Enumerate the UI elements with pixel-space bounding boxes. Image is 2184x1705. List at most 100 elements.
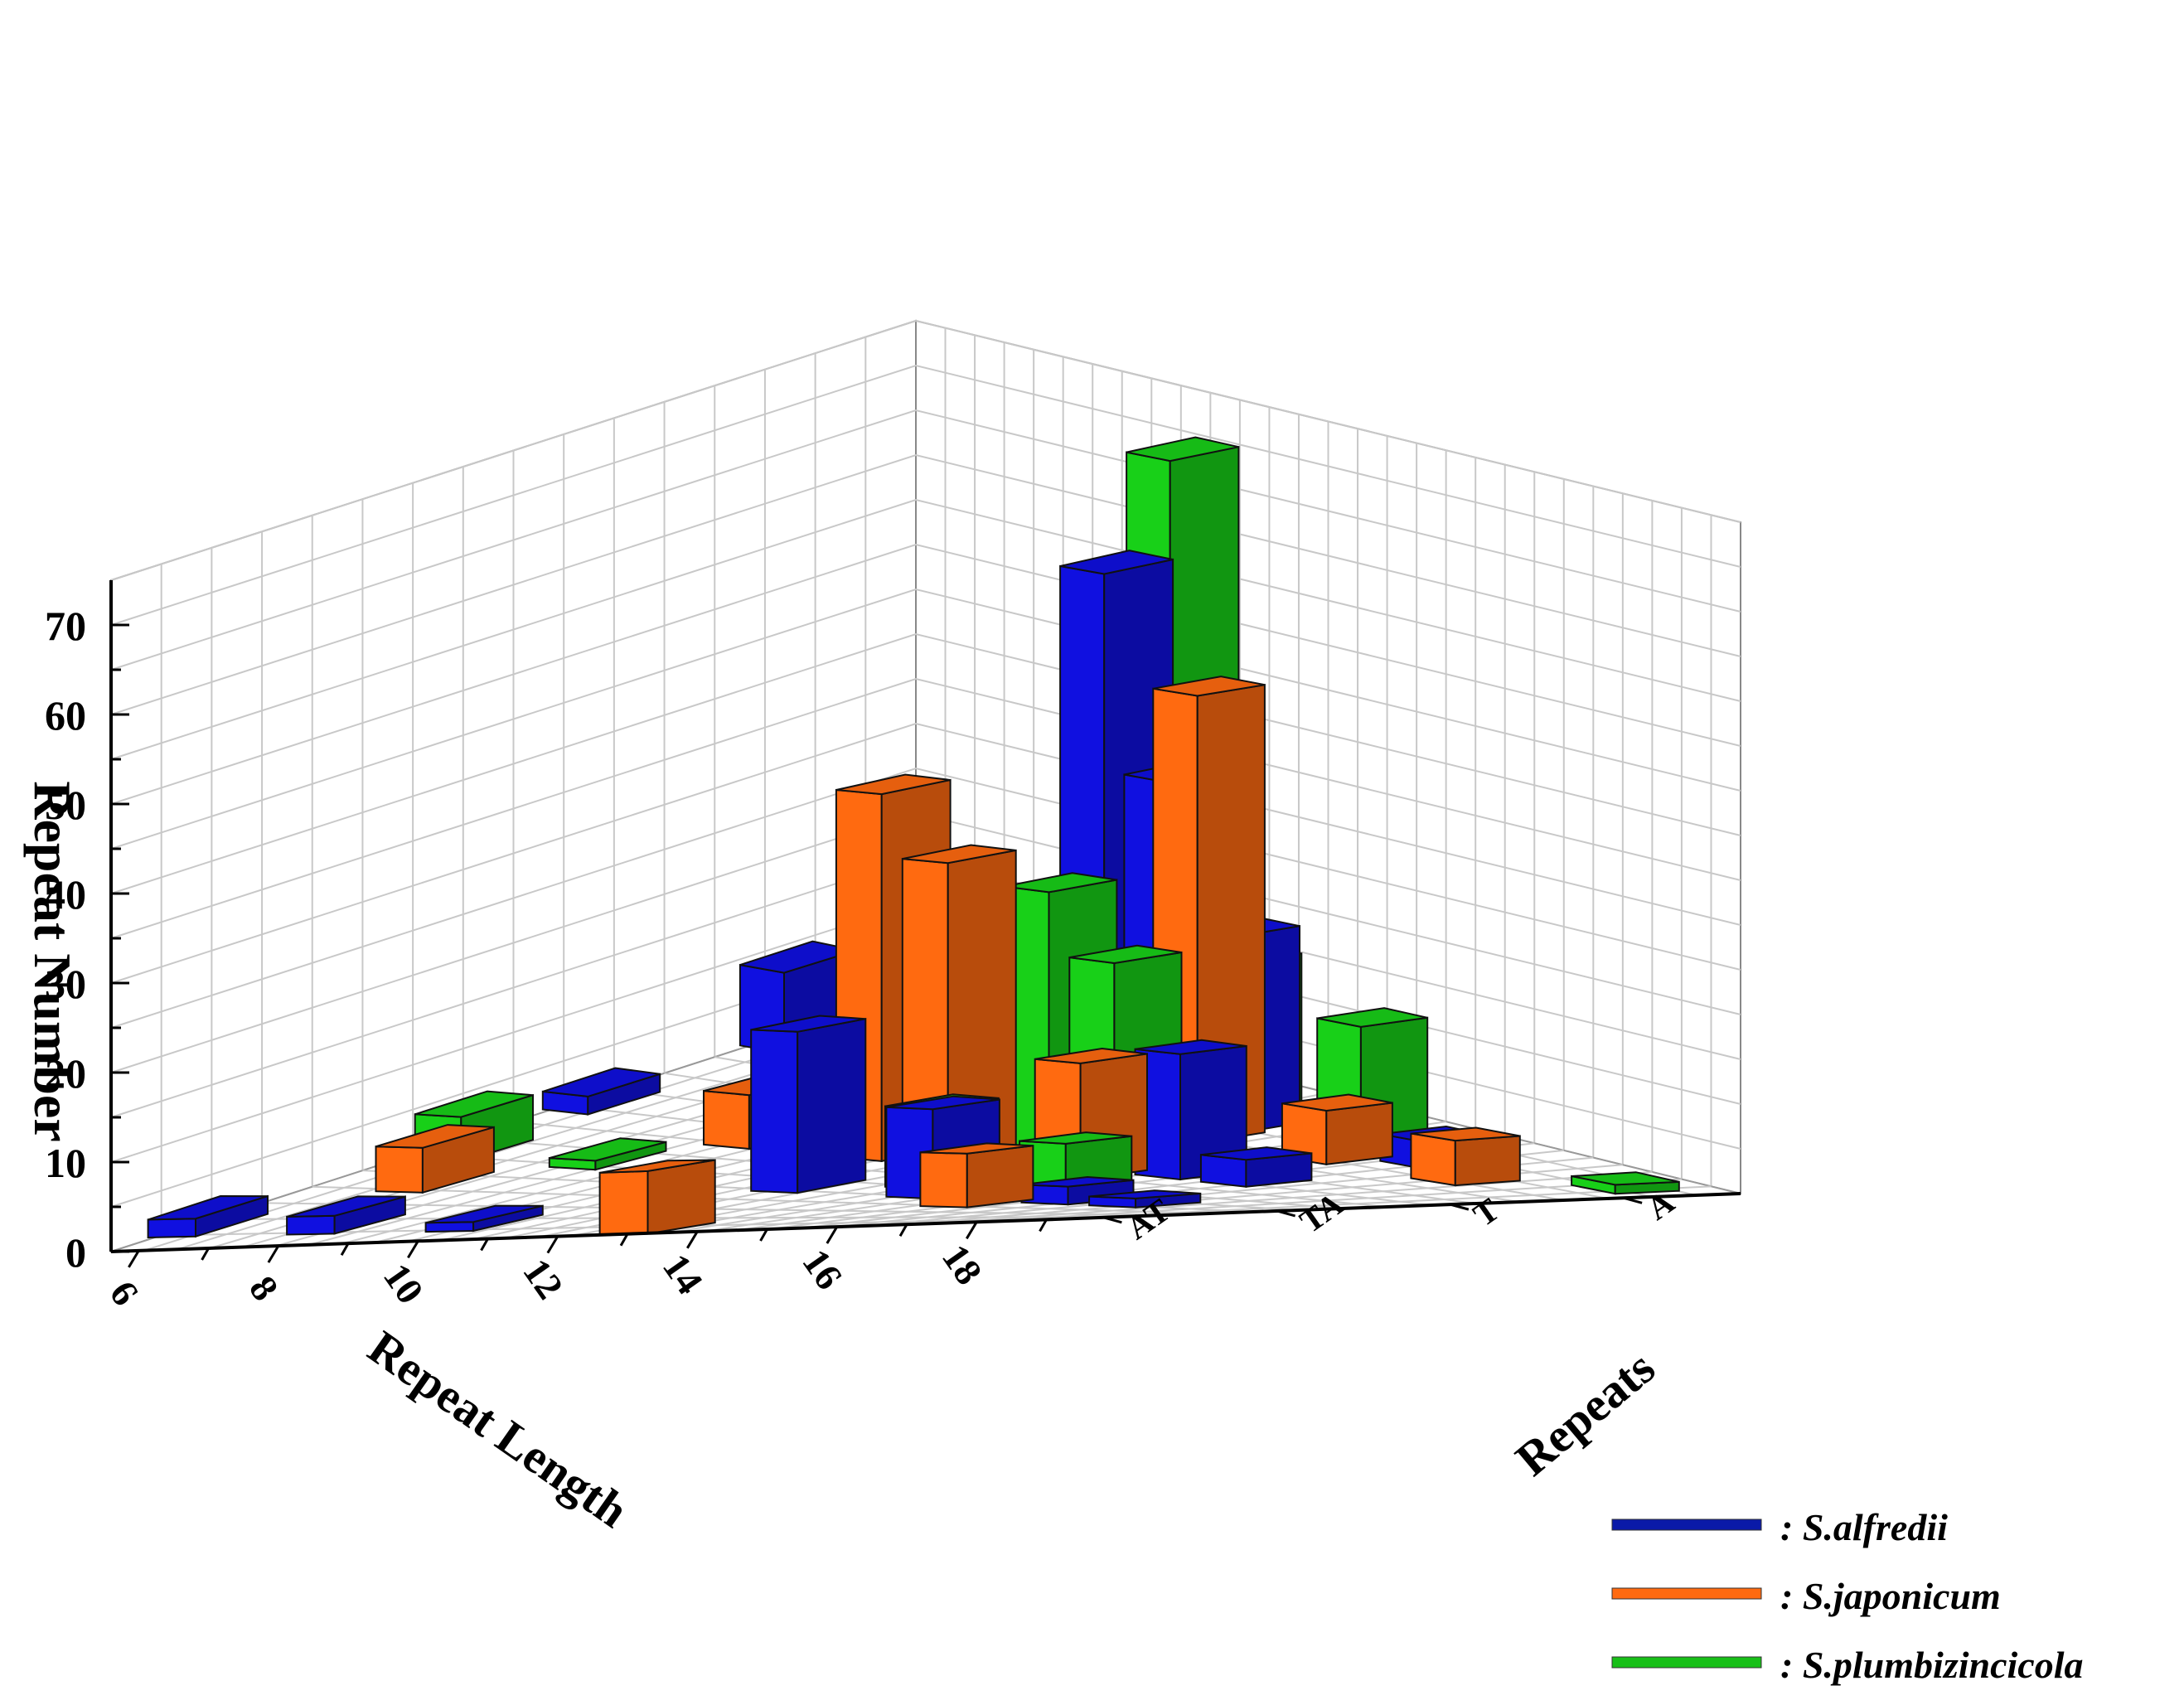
bar-front-face	[703, 1090, 750, 1150]
bar-alfredii	[750, 1015, 867, 1194]
legend-label-plumbizincicola: : S.plumbizincicola	[1780, 1644, 2083, 1686]
y-axis-line	[1032, 1192, 1741, 1222]
x-tick	[686, 1231, 699, 1249]
x-minor-tick	[898, 1223, 908, 1237]
bar-japonicum	[901, 844, 1017, 1169]
bar-top-face	[1281, 1093, 1393, 1112]
bar-front-face	[375, 1146, 424, 1194]
bar-alfredii	[1134, 1039, 1247, 1181]
bar-top-face	[1004, 872, 1117, 894]
x-minor-tick	[619, 1233, 629, 1247]
bar-top-face	[1317, 1007, 1428, 1028]
bar-top-face	[1019, 1131, 1132, 1145]
bar-japonicum	[1410, 1126, 1521, 1187]
bar-top-face	[414, 1090, 534, 1118]
bar-top-face	[1089, 1189, 1201, 1199]
x-tick	[407, 1240, 419, 1259]
bar-top-face	[375, 1124, 495, 1149]
bar-top-face	[549, 1137, 666, 1162]
bar-front-face	[919, 1151, 968, 1209]
y-tick	[1450, 1203, 1470, 1211]
bar-top-face	[1059, 550, 1174, 575]
wall-gridline	[110, 364, 1741, 626]
bar-alfredii	[1199, 1146, 1313, 1188]
bar-top-face	[148, 1194, 269, 1221]
bar-front-face	[1410, 1132, 1456, 1187]
x-minor-tick	[759, 1228, 768, 1242]
x-axis-line	[110, 1218, 1034, 1253]
legend: : S.alfredii : S.japonicum : S.plumbizin…	[1611, 1506, 2083, 1686]
z-tick-label: 60	[45, 692, 86, 739]
bar-side-face	[797, 1017, 867, 1194]
x-tick	[128, 1250, 140, 1268]
x-minor-tick	[1039, 1218, 1048, 1233]
bar-top-face	[920, 1142, 1034, 1155]
y-tick	[1103, 1216, 1122, 1224]
bar-top-face	[835, 773, 951, 796]
wall-gridline	[110, 319, 1741, 581]
bar-top-face	[542, 1067, 661, 1097]
y-axis-title: Repeats	[1505, 1340, 1664, 1486]
bar-top-face	[1153, 676, 1266, 697]
z-tick-label: 70	[45, 603, 86, 649]
bar-side-face	[966, 1145, 1034, 1209]
bar-top-face	[1021, 1175, 1134, 1188]
z-tick-label: 50	[45, 782, 86, 828]
wall-gridline	[110, 588, 1741, 850]
x-tick-label: 16	[794, 1242, 850, 1297]
bar-top-face	[750, 1015, 866, 1033]
bar-top-face	[425, 1204, 544, 1224]
x-tick	[826, 1226, 839, 1244]
bar-top-face	[1069, 944, 1182, 965]
legend-swatch-alfredii	[1611, 1519, 1762, 1531]
bar-japonicum	[1281, 1093, 1393, 1165]
bar-alfredii	[424, 1204, 544, 1233]
bar-japonicum	[375, 1124, 495, 1194]
bars	[147, 436, 1680, 1239]
bar-alfredii	[1088, 1189, 1202, 1209]
x-minor-tick	[480, 1238, 489, 1252]
wall-gridline	[110, 767, 1741, 1029]
x-tick-label: 18	[934, 1237, 990, 1292]
bar-side-face	[646, 1159, 716, 1235]
axes	[109, 580, 1741, 1268]
z-tick-label: 40	[45, 871, 86, 918]
wall-gridline	[110, 677, 1741, 939]
bar-top-face	[286, 1195, 406, 1218]
z-tick-label: 0	[65, 1229, 86, 1276]
bar-top-face	[1126, 436, 1239, 463]
x-axis-title: Repeat Length	[359, 1320, 638, 1538]
bar-top-face	[1411, 1126, 1520, 1142]
bar-top-face	[886, 1095, 1000, 1111]
bar-plumbizincicola	[1571, 1171, 1680, 1195]
legend-swatch-plumbizincicola	[1611, 1656, 1762, 1669]
x-tick	[546, 1235, 559, 1254]
bar-alfredii	[286, 1195, 406, 1236]
x-minor-tick	[201, 1247, 210, 1261]
bar-top-face	[1200, 1146, 1312, 1161]
wall-gridline	[110, 632, 1741, 894]
bar-front-face	[147, 1218, 196, 1239]
z-tick-label: 10	[45, 1140, 86, 1186]
bar-alfredii	[147, 1194, 269, 1239]
x-tick-label: 14	[655, 1246, 711, 1301]
x-tick	[965, 1221, 978, 1240]
x-tick-label: 10	[375, 1256, 432, 1311]
legend-label-alfredii: : S.alfredii	[1780, 1506, 1948, 1548]
z-axis-title: Repeat Number	[23, 781, 82, 1141]
x-minor-tick	[340, 1242, 350, 1256]
bar-alfredii	[541, 1067, 661, 1116]
wall-gridline	[110, 722, 1741, 984]
y-tick	[1276, 1209, 1296, 1218]
bar-japonicum	[598, 1159, 716, 1237]
wall-gridline	[110, 409, 1741, 671]
wall-gridline	[110, 453, 1741, 715]
floor-gridline	[312, 1185, 1210, 1214]
bar-top-face	[1034, 1047, 1148, 1064]
y-tick	[1623, 1196, 1643, 1204]
x-tick-label: 12	[515, 1251, 571, 1306]
bar-front-face	[286, 1214, 336, 1236]
bar-side-face	[1325, 1102, 1393, 1165]
wall-gridline	[110, 543, 1741, 805]
